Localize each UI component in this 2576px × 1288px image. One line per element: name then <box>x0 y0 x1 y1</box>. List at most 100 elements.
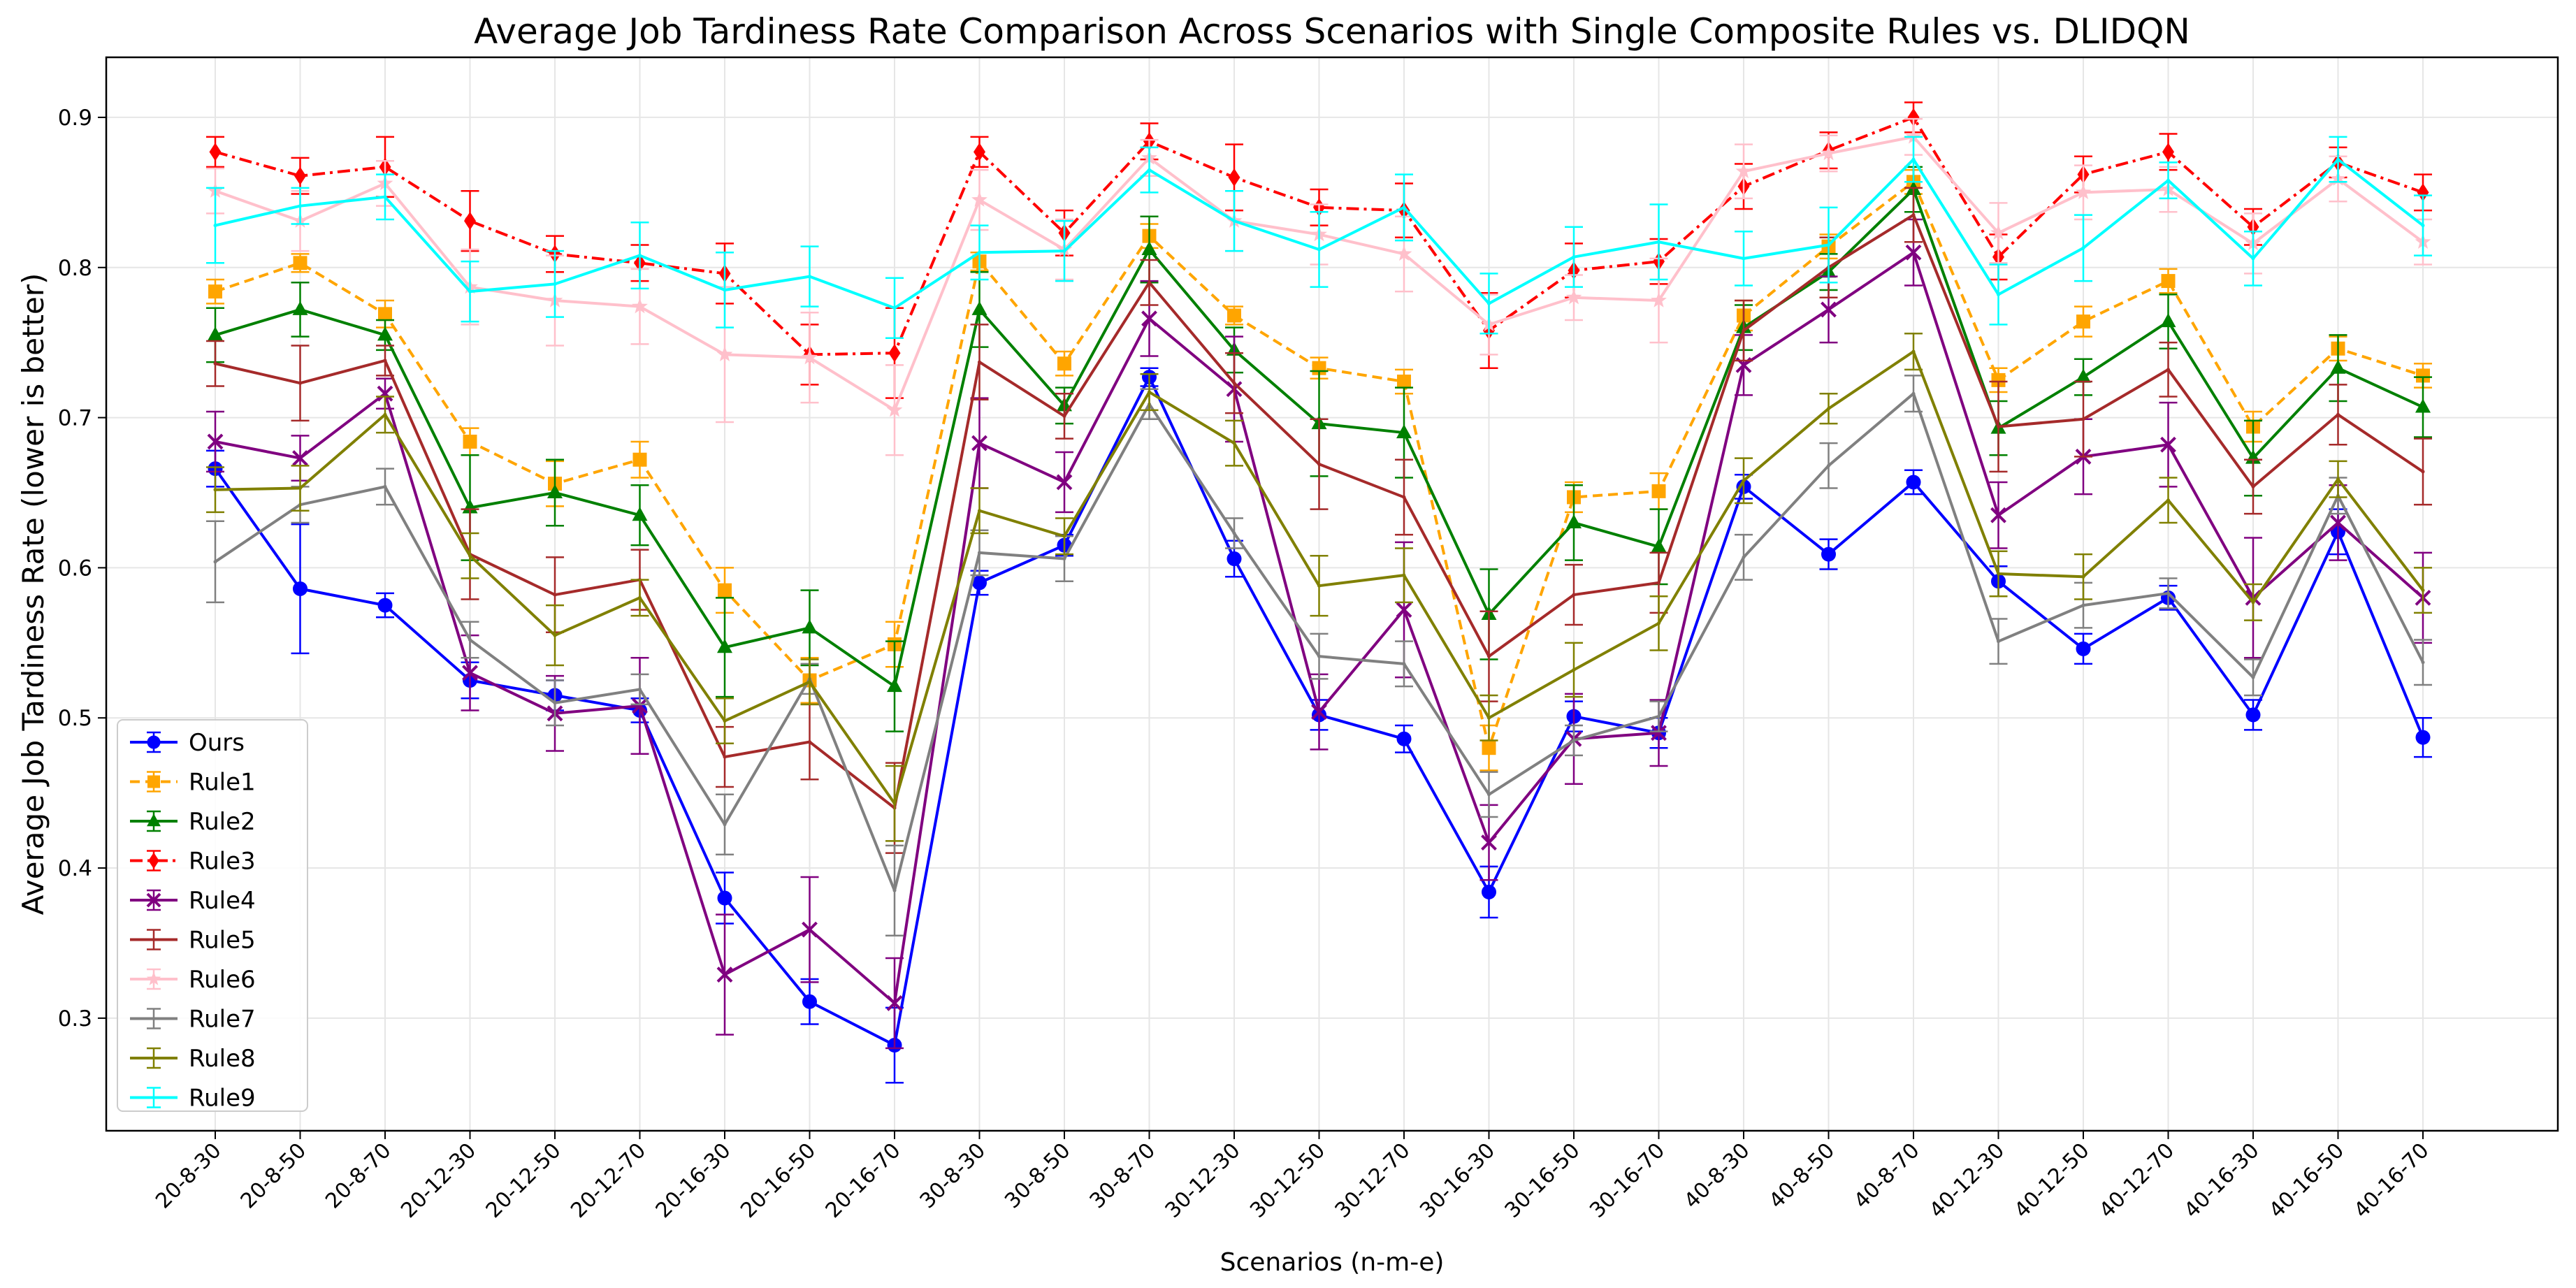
data-point <box>2081 603 2085 607</box>
data-point <box>1742 555 1746 559</box>
data-point <box>148 852 159 869</box>
data-point <box>213 560 217 564</box>
data-point <box>1227 551 1242 567</box>
data-point <box>2421 660 2425 665</box>
data-point <box>1482 884 1496 899</box>
data-point <box>1397 375 1411 389</box>
data-point <box>974 143 985 161</box>
legend-entry: Rule8 <box>130 1045 256 1073</box>
data-point <box>1572 593 1576 597</box>
data-point <box>383 359 387 363</box>
data-point <box>892 306 897 310</box>
legend-box <box>117 719 308 1112</box>
data-point <box>888 344 901 363</box>
data-point <box>808 275 811 279</box>
chart-title: Average Job Tardiness Rate Comparison Ac… <box>474 11 2190 52</box>
data-point <box>716 967 733 983</box>
data-point <box>1657 240 1660 244</box>
data-point <box>1991 372 2006 387</box>
data-point <box>377 326 393 341</box>
legend-label: Rule9 <box>189 1085 256 1113</box>
data-point <box>2160 313 2176 328</box>
data-point <box>978 551 981 555</box>
series-ours <box>206 367 2432 1084</box>
data-point <box>2166 498 2170 502</box>
data-point <box>468 638 472 642</box>
data-point <box>717 890 732 906</box>
data-point <box>886 401 903 417</box>
data-point <box>1056 474 1073 491</box>
data-point <box>2421 470 2425 474</box>
data-point <box>468 553 472 558</box>
data-point <box>1227 308 1241 323</box>
data-point <box>1651 538 1667 553</box>
data-point <box>1481 834 1497 851</box>
data-point <box>886 994 903 1011</box>
data-point <box>1396 424 1412 439</box>
data-point <box>1311 704 1327 721</box>
legend-label: Rule3 <box>189 848 256 876</box>
legend-entry: Rule6 <box>130 966 256 994</box>
data-point <box>978 509 981 513</box>
data-point <box>2421 224 2425 228</box>
data-point <box>1402 573 1406 577</box>
data-point <box>553 282 557 286</box>
data-point <box>971 301 987 315</box>
data-point <box>1651 484 1666 498</box>
data-point <box>213 361 217 366</box>
data-point <box>978 250 981 254</box>
data-point <box>1651 292 1667 307</box>
data-point <box>723 755 727 759</box>
data-point <box>1997 639 2000 644</box>
legend-entry: Rule9 <box>130 1085 256 1113</box>
data-point <box>1487 301 1491 305</box>
x-axis-label: Scenarios (n-m-e) <box>1220 1248 1445 1277</box>
data-point <box>1911 213 1916 217</box>
legend-label: Rule8 <box>189 1045 256 1073</box>
data-point <box>468 289 472 294</box>
data-point <box>1906 475 1921 490</box>
data-point <box>1997 572 2000 576</box>
data-point <box>293 256 307 270</box>
legend-label: Rule2 <box>189 808 256 836</box>
data-point <box>632 298 648 314</box>
data-point <box>464 212 476 231</box>
data-point <box>1911 349 1916 354</box>
data-point <box>632 697 648 714</box>
data-point <box>1057 356 1071 371</box>
legend-label: Ours <box>189 729 245 757</box>
data-point <box>808 740 811 744</box>
data-point <box>1735 163 1752 178</box>
data-point <box>2081 574 2085 579</box>
data-point <box>892 888 897 892</box>
legend-label: Rule6 <box>189 966 256 994</box>
data-point <box>2336 412 2340 417</box>
data-point <box>377 385 393 402</box>
data-point <box>2251 256 2255 261</box>
data-point <box>207 433 224 450</box>
data-point <box>1062 414 1066 418</box>
data-point <box>146 971 161 985</box>
series-rule9 <box>206 136 2432 339</box>
series-rule5 <box>206 187 2432 854</box>
data-point <box>1821 547 1836 562</box>
legend: Ours Rule1 Rule2 Rule3 Rule4 Rule5 Rule6 Rule7 R… <box>117 719 308 1113</box>
data-point <box>632 452 647 467</box>
data-point <box>1232 441 1236 445</box>
data-point <box>2076 368 2091 383</box>
data-point <box>892 802 897 806</box>
data-point <box>298 381 302 385</box>
legend-entry: Rule2 <box>130 808 256 836</box>
data-point <box>1911 391 1916 396</box>
data-point <box>723 719 727 723</box>
data-point <box>2330 359 2346 374</box>
data-point <box>723 288 727 292</box>
data-point <box>1232 219 1236 223</box>
data-point <box>377 598 393 613</box>
data-point <box>147 813 161 827</box>
data-point <box>1572 738 1576 742</box>
data-point <box>1396 602 1412 618</box>
data-point <box>293 581 307 596</box>
data-point <box>971 191 987 207</box>
